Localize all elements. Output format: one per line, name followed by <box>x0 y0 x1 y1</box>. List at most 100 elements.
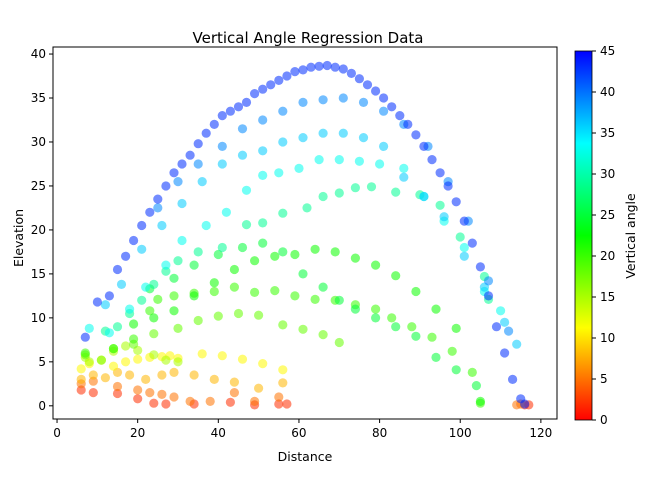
data-point <box>229 282 239 292</box>
data-point <box>435 200 445 210</box>
data-point <box>334 337 344 348</box>
data-point <box>330 247 340 257</box>
y-tick-label: 5 <box>38 355 46 369</box>
data-point <box>108 361 119 371</box>
data-point <box>104 291 114 301</box>
data-point <box>189 370 199 380</box>
data-point <box>379 93 389 103</box>
data-point <box>282 399 292 409</box>
data-point <box>358 97 369 107</box>
data-point <box>153 194 163 204</box>
data-point <box>334 295 344 305</box>
data-point <box>310 244 320 254</box>
series-group <box>145 238 481 391</box>
data-point <box>189 291 199 301</box>
data-point <box>217 242 227 253</box>
data-point <box>455 232 465 242</box>
data-point <box>278 208 288 218</box>
data-point <box>197 177 207 187</box>
data-point <box>258 359 268 369</box>
data-point <box>100 373 110 383</box>
data-point <box>290 67 300 77</box>
data-point <box>121 251 131 261</box>
data-point <box>379 106 389 116</box>
data-point <box>177 235 187 246</box>
data-point <box>157 389 167 399</box>
x-tick-label: 0 <box>53 426 61 440</box>
data-point <box>193 315 203 326</box>
data-point <box>213 311 223 321</box>
data-point <box>274 399 284 409</box>
data-point <box>411 331 421 341</box>
data-point <box>282 71 292 81</box>
series-group <box>80 341 183 367</box>
data-point <box>225 397 235 407</box>
series-group <box>76 367 288 393</box>
data-point <box>193 139 203 149</box>
data-point <box>177 198 187 209</box>
data-point <box>217 141 227 151</box>
data-point <box>298 269 308 279</box>
data-point <box>201 128 211 138</box>
data-point <box>375 159 385 169</box>
data-point <box>157 220 167 231</box>
data-point <box>278 378 288 388</box>
data-point <box>391 322 401 332</box>
data-point <box>439 212 449 222</box>
data-point <box>258 115 268 125</box>
data-point <box>371 260 381 270</box>
data-point <box>84 323 94 333</box>
data-point <box>391 187 401 197</box>
data-point <box>229 388 239 398</box>
data-point <box>310 294 320 304</box>
colorbar-tick-label: 15 <box>600 290 615 304</box>
y-tick-label: 10 <box>31 311 46 325</box>
points-layer <box>76 60 534 410</box>
data-point <box>100 300 110 310</box>
data-point <box>483 276 494 286</box>
data-point <box>177 159 187 169</box>
data-point <box>435 168 445 178</box>
data-point <box>129 235 139 246</box>
data-point <box>217 351 227 361</box>
data-point <box>443 181 453 191</box>
data-point <box>338 128 348 138</box>
data-point <box>338 93 348 103</box>
data-point <box>318 191 328 202</box>
y-axis: 0 5 10 15 20 25 30 35 40 <box>31 47 53 413</box>
series-group <box>100 128 522 349</box>
data-point <box>161 399 171 409</box>
colorbar-tick-label: 10 <box>600 331 615 345</box>
data-point <box>298 324 308 334</box>
data-point <box>233 308 244 319</box>
y-tick-label: 20 <box>31 223 46 237</box>
data-point <box>173 323 183 333</box>
data-point <box>512 339 522 349</box>
data-point <box>169 392 179 402</box>
data-point <box>371 313 381 323</box>
data-point <box>250 89 260 99</box>
data-point <box>250 396 260 406</box>
data-point <box>459 216 469 226</box>
data-point <box>250 287 260 297</box>
data-point <box>108 344 119 354</box>
data-point <box>318 330 328 340</box>
data-point <box>121 341 131 351</box>
data-point <box>80 332 90 342</box>
data-point <box>500 317 510 327</box>
data-point <box>161 355 171 365</box>
data-point <box>500 348 510 358</box>
series-group <box>80 308 344 365</box>
data-point <box>362 80 373 90</box>
data-point <box>350 253 360 263</box>
data-point <box>129 334 139 344</box>
data-point <box>153 294 163 304</box>
data-point <box>169 291 179 301</box>
data-point <box>451 197 461 207</box>
data-point <box>427 332 437 342</box>
data-point <box>173 357 183 367</box>
data-point <box>419 141 429 151</box>
data-point <box>241 220 252 230</box>
colorbar-axis: 0 5 10 15 20 25 30 35 40 45 <box>592 44 615 427</box>
